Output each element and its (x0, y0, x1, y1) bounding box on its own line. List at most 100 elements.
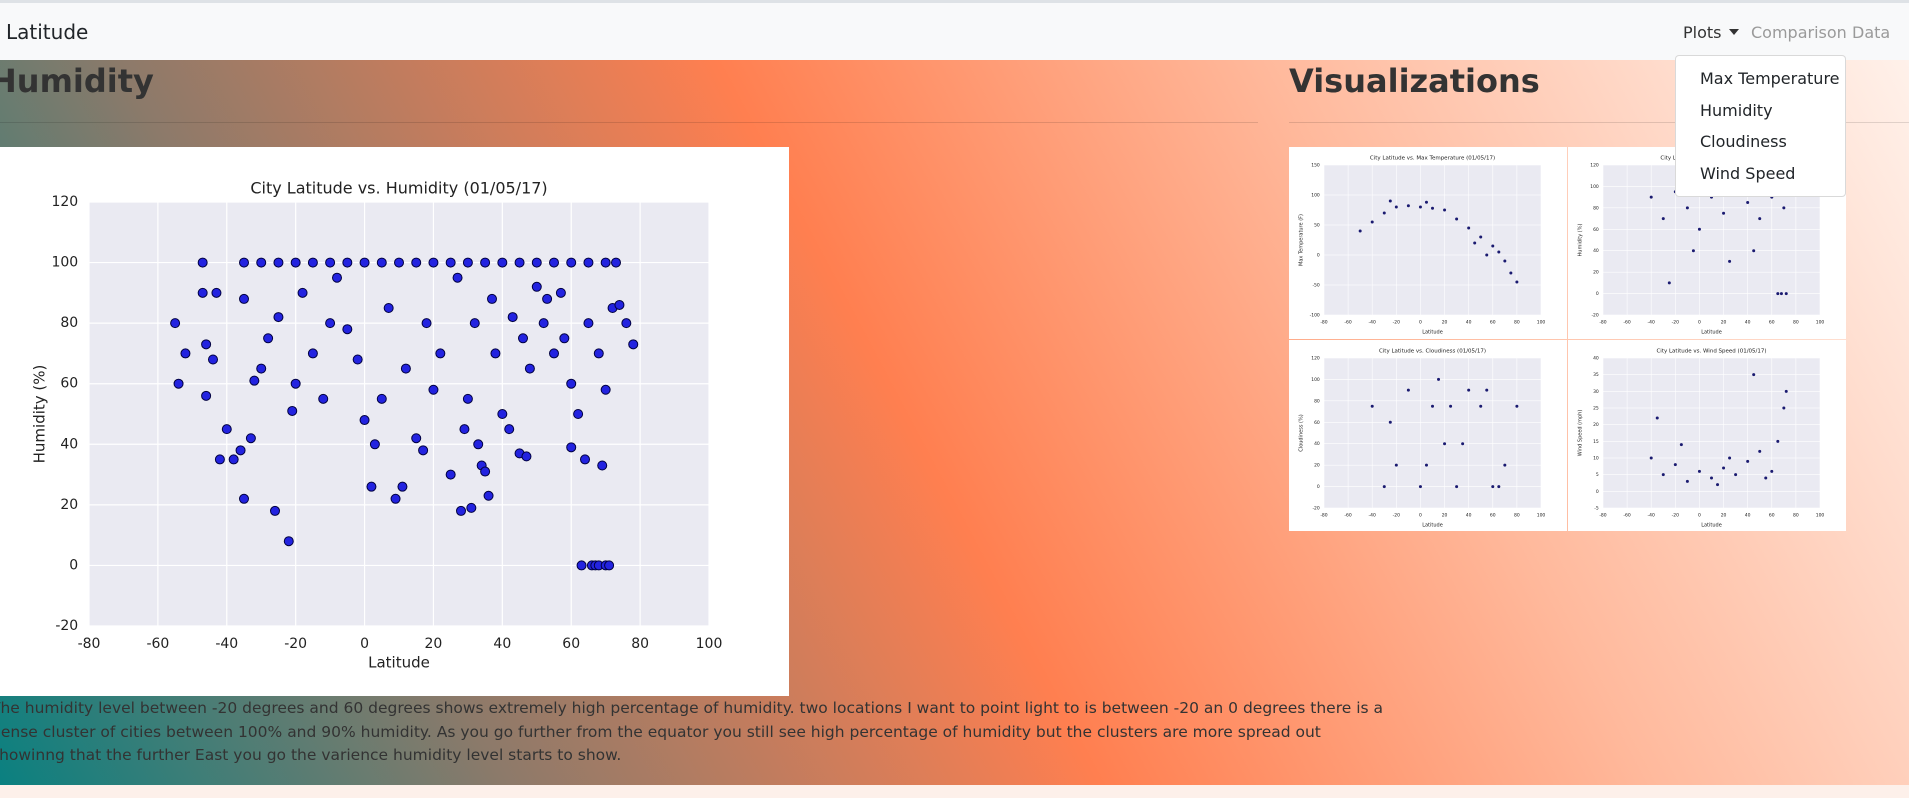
x-tick-label: -80 (1320, 513, 1327, 519)
thumbnail-grid: City Latitude vs. Max Temperature (01/05… (1289, 147, 1846, 531)
data-point (1455, 217, 1459, 221)
dropdown-item[interactable]: Wind Speed (1700, 164, 1796, 183)
data-point (1697, 469, 1701, 473)
x-tick-label: 20 (425, 636, 443, 652)
data-point (566, 378, 577, 389)
data-point (604, 560, 615, 571)
data-point (1685, 206, 1689, 210)
data-point (583, 318, 594, 329)
data-point (1716, 483, 1720, 487)
thumbnail[interactable]: City Latitude vs. Max Temperature (01/05… (1289, 147, 1567, 339)
data-point (549, 348, 559, 359)
dropdown-menu: Max Temperature Humidity Cloudiness Wind… (1675, 55, 1846, 197)
x-tick-label: -20 (284, 636, 307, 652)
data-point (483, 490, 494, 501)
dropdown-item[interactable]: Humidity (1700, 101, 1773, 120)
y-tick-label: -50 (1312, 283, 1319, 289)
y-tick-label: -5 (1594, 506, 1599, 512)
x-tick-label: 60 (562, 636, 580, 652)
data-point (473, 439, 484, 450)
data-point (366, 481, 377, 492)
data-point (1431, 206, 1434, 210)
data-point (1491, 244, 1495, 248)
nav-link-text[interactable]: Plots (1683, 23, 1722, 42)
data-point (376, 257, 387, 268)
y-tick-label: -20 (55, 618, 78, 634)
y-tick-label: 40 (1314, 441, 1320, 447)
data-point (445, 469, 456, 480)
y-tick-label: 30 (1593, 389, 1599, 395)
data-point (1784, 389, 1788, 393)
x-tick-label: -40 (1369, 513, 1376, 519)
y-tick-label: 100 (1590, 184, 1599, 190)
dropdown-item[interactable]: Max Temperature (1700, 69, 1840, 88)
nav-link[interactable]: Comparison (1751, 23, 1847, 42)
y-tick-label: 60 (1314, 420, 1320, 426)
data-point (428, 257, 439, 268)
chart-title: City Latitude vs. Humidity (01/05/17) (250, 179, 547, 198)
x-tick-label: -80 (1320, 320, 1327, 326)
data-point (445, 257, 456, 268)
dropdown-item[interactable]: Cloudiness (1700, 132, 1787, 151)
thumbnail[interactable]: City Latitude vs. Wind Speed (01/05/17) -… (1568, 340, 1846, 531)
x-tick-label: 60 (1769, 320, 1775, 326)
data-point (297, 287, 308, 298)
x-tick-label: 40 (493, 636, 511, 652)
data-point (201, 390, 212, 401)
y-tick-label: 20 (60, 497, 78, 513)
data-point (549, 257, 559, 268)
data-point (318, 393, 329, 404)
data-point (173, 378, 184, 389)
section-heading: Visualizations (1289, 62, 1540, 100)
y-tick-label: 0 (1317, 484, 1320, 490)
data-point (332, 272, 342, 283)
data-point (480, 466, 491, 477)
data-point (566, 442, 577, 453)
y-tick-label: 120 (1311, 356, 1320, 362)
data-point (359, 415, 370, 426)
top-border (0, 0, 1909, 3)
data-point (1406, 388, 1410, 392)
data-point (1509, 271, 1513, 275)
plot-area (89, 202, 709, 626)
data-point (1443, 442, 1447, 446)
y-tick-label: 0 (1596, 489, 1599, 495)
data-point (290, 378, 301, 389)
plot-area (1603, 358, 1820, 508)
data-point (1467, 226, 1471, 230)
data-point (497, 409, 508, 419)
nav-link[interactable]: Plots (1683, 23, 1739, 42)
data-point (197, 287, 208, 298)
data-point (263, 333, 274, 344)
data-point (466, 502, 477, 513)
data-point (1764, 476, 1768, 480)
x-tick-label: 100 (1816, 320, 1825, 326)
paragraph-line: dense cluster of cities between 100% and… (0, 723, 1321, 741)
data-point (369, 439, 380, 450)
x-tick-label: 40 (1745, 320, 1751, 326)
data-point (1649, 456, 1653, 460)
data-point (1770, 469, 1774, 473)
y-tick-label: 100 (51, 255, 78, 271)
data-point (518, 333, 528, 344)
y-tick-label: 0 (69, 557, 78, 573)
divider (1289, 122, 1909, 123)
data-point (480, 257, 491, 268)
data-point (573, 409, 584, 419)
data-point (583, 257, 594, 268)
data-point (1752, 249, 1756, 253)
x-tick-label: -20 (1672, 320, 1679, 326)
thumbnail[interactable]: City Latitude vs. Cloudiness (01/05/17) -… (1289, 340, 1567, 531)
nav-link[interactable]: Data (1852, 23, 1891, 42)
y-tick-label: 15 (1593, 439, 1599, 445)
x-tick-label: -80 (1599, 513, 1606, 519)
x-axis-label: Latitude (1701, 523, 1722, 529)
x-tick-label: -60 (1344, 320, 1351, 326)
data-point (1685, 479, 1689, 483)
data-point (469, 318, 480, 329)
data-point (1722, 466, 1726, 470)
data-point (1697, 227, 1701, 231)
brand[interactable]: Latitude (6, 20, 89, 44)
data-point (435, 348, 446, 359)
